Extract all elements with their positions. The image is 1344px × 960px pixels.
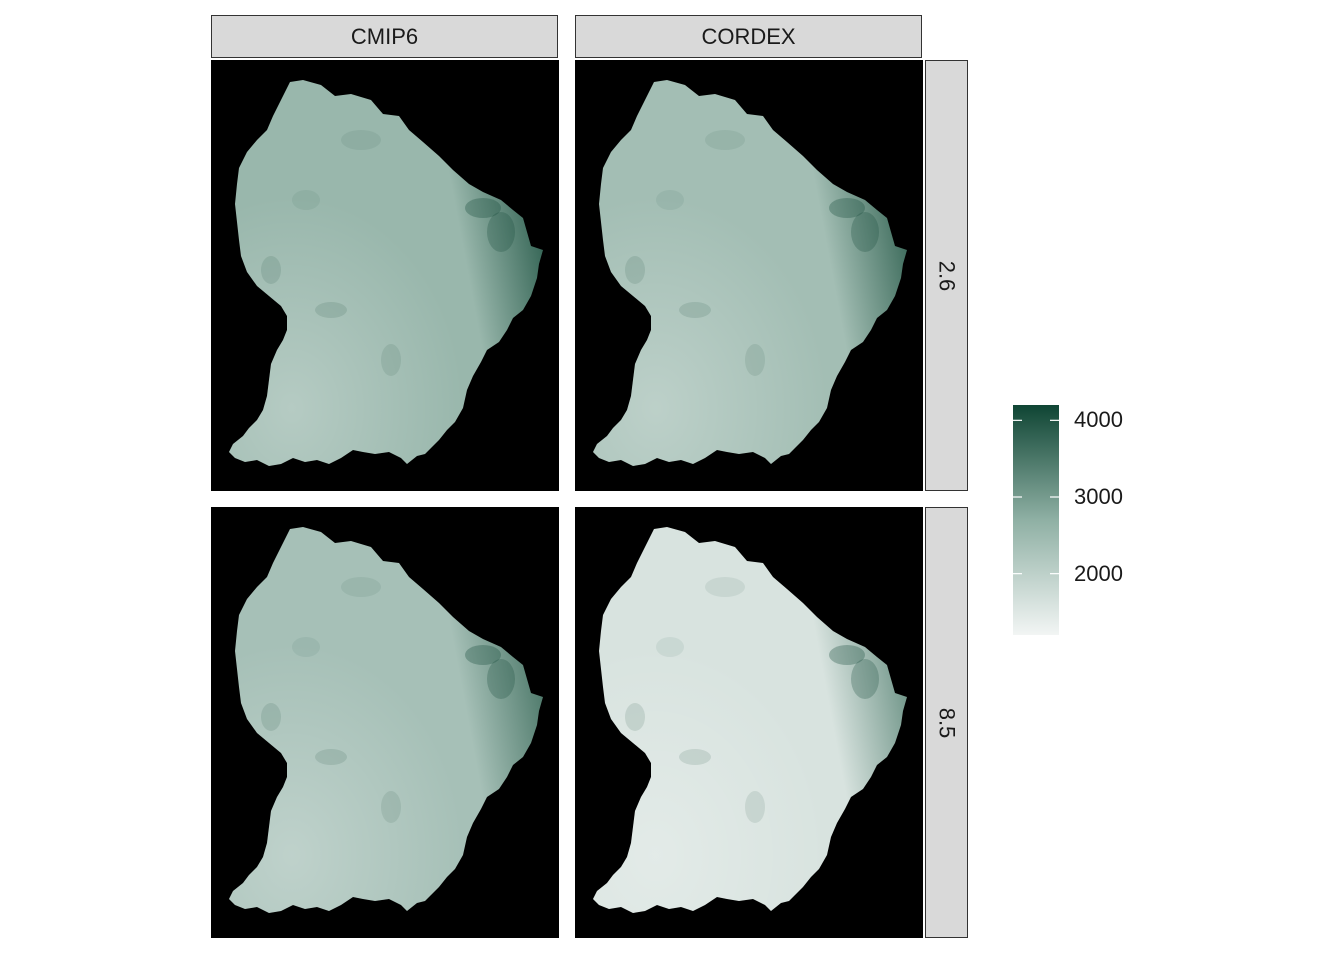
map-panel-cordex-2-6 [575, 60, 923, 491]
territory-highlight [593, 80, 907, 466]
relief-shade [341, 577, 381, 597]
facet-label-2-6: 2.6 [934, 260, 960, 291]
relief-shade [261, 703, 281, 731]
relief-shade [656, 637, 684, 657]
relief-shade [705, 130, 745, 150]
relief-shade [315, 749, 347, 765]
relief-shade [381, 791, 401, 823]
relief-shade [487, 212, 515, 252]
relief-shade [292, 637, 320, 657]
facet-strip-cordex: CORDEX [575, 15, 922, 58]
color-legend [1013, 405, 1059, 635]
facet-label-8-5: 8.5 [934, 707, 960, 738]
relief-shade [381, 344, 401, 376]
relief-shade [465, 645, 501, 665]
map-cmip6-8-5 [229, 527, 543, 913]
relief-shade [656, 190, 684, 210]
legend-label-3000: 3000 [1074, 484, 1123, 509]
relief-shade [465, 198, 501, 218]
map-panel-cmip6-8-5 [211, 507, 559, 938]
map-panel-cmip6-2-6 [211, 60, 559, 491]
facet-strip-2-6: 2.6 [925, 60, 968, 491]
relief-shade [261, 256, 281, 284]
territory-highlight [229, 527, 543, 913]
relief-shade [679, 302, 711, 318]
facet-strip-cmip6: CMIP6 [211, 15, 558, 58]
map-cordex-2-6 [593, 80, 907, 466]
relief-shade [851, 212, 879, 252]
legend-colorbar [1013, 405, 1059, 635]
legend-label-2000: 2000 [1074, 560, 1123, 586]
map-cordex-8-5 [593, 527, 907, 913]
relief-shade [625, 703, 645, 731]
relief-shade [292, 190, 320, 210]
relief-shade [679, 749, 711, 765]
relief-shade [341, 130, 381, 150]
relief-shade [625, 256, 645, 284]
map-panel-cordex-8-5 [575, 507, 923, 938]
territory-highlight [593, 527, 907, 913]
relief-shade [315, 302, 347, 318]
legend-label-4000: 4000 [1074, 407, 1123, 433]
relief-shade [851, 659, 879, 699]
facet-label-cmip6: CMIP6 [350, 23, 419, 49]
relief-shade [829, 198, 865, 218]
relief-shade [487, 659, 515, 699]
relief-shade [745, 791, 765, 823]
relief-shade [829, 645, 865, 665]
facet-strip-8-5: 8.5 [925, 507, 968, 938]
map-cmip6-2-6 [229, 80, 543, 466]
relief-shade [705, 577, 745, 597]
territory-highlight [229, 80, 543, 466]
relief-shade [745, 344, 765, 376]
facet-label-cordex: CORDEX [701, 23, 796, 49]
